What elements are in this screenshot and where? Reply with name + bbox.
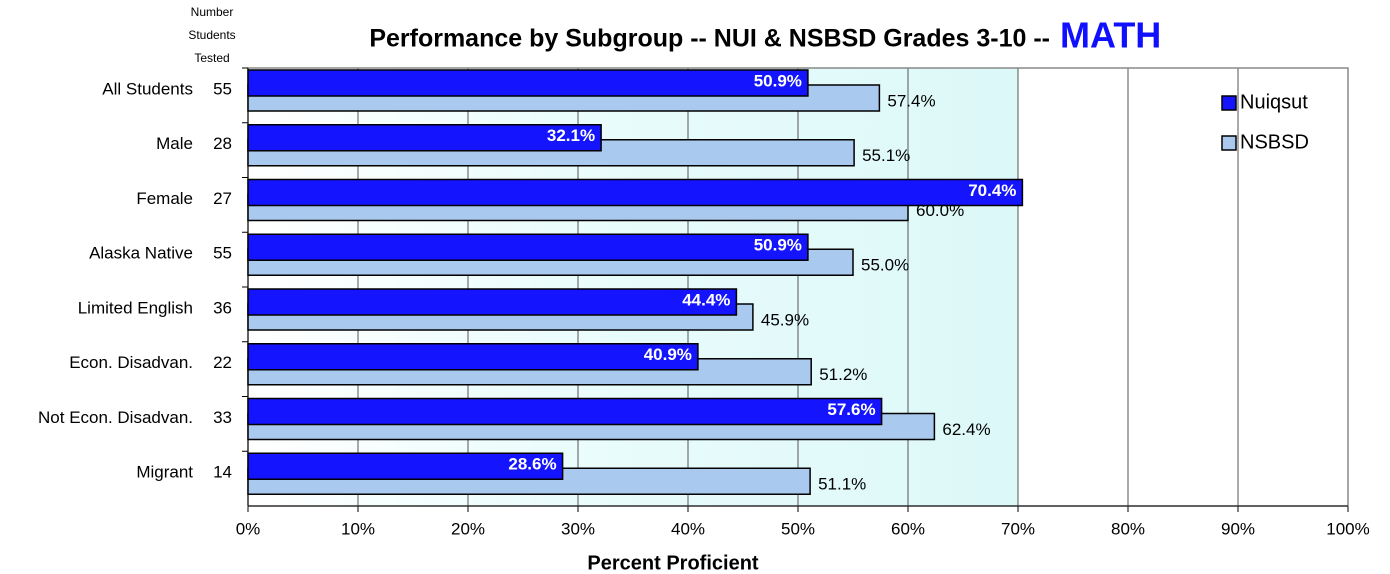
x-tick-label: 70% — [1001, 519, 1035, 538]
bar — [247, 69, 809, 97]
legend-label: Nuiqsut — [1240, 91, 1308, 113]
x-tick-label: 40% — [671, 519, 705, 538]
bar — [247, 288, 738, 316]
n-header: Number — [191, 5, 234, 19]
data-label: 51.2% — [819, 365, 867, 384]
data-label: 51.1% — [818, 475, 866, 494]
data-label: 70.4% — [968, 181, 1016, 200]
n-tested: 33 — [213, 408, 232, 427]
data-label: 55.1% — [862, 146, 910, 165]
y-tick-label: Migrant — [136, 463, 193, 482]
data-label: 28.6% — [508, 455, 556, 474]
bar — [247, 452, 564, 480]
y-tick-label: Female — [136, 189, 193, 208]
data-label: 57.4% — [887, 91, 935, 110]
n-tested: 55 — [213, 79, 232, 98]
data-label: 55.0% — [861, 256, 909, 275]
y-tick-label: Male — [156, 134, 193, 153]
bar — [247, 397, 883, 426]
x-axis-label: Percent Proficient — [587, 552, 759, 574]
data-label: 32.1% — [547, 126, 595, 145]
n-tested: 22 — [213, 353, 232, 372]
y-tick-label: Limited English — [78, 298, 193, 317]
chart-title: Performance by Subgroup -- NUI & NSBSD G… — [369, 25, 1050, 53]
x-tick-label: 10% — [341, 519, 375, 538]
bar — [247, 124, 602, 152]
y-tick-label: Econ. Disadvan. — [69, 353, 193, 372]
legend-swatch — [1221, 135, 1237, 151]
bar — [247, 178, 1024, 207]
data-label: 62.4% — [942, 420, 990, 439]
x-tick-label: 50% — [781, 519, 815, 538]
data-label: 44.4% — [682, 290, 730, 309]
data-label: 57.6% — [827, 400, 875, 419]
chart-subject: MATH — [1060, 15, 1161, 56]
x-tick-label: 100% — [1326, 519, 1369, 538]
bar — [247, 233, 809, 261]
x-tick-label: 80% — [1111, 519, 1145, 538]
bar — [247, 343, 699, 371]
legend-swatch — [1221, 95, 1237, 111]
n-tested: 27 — [213, 189, 232, 208]
data-label: 60.0% — [916, 201, 964, 220]
y-tick-label: All Students — [102, 79, 193, 98]
n-tested: 28 — [213, 134, 232, 153]
x-tick-label: 90% — [1221, 519, 1255, 538]
n-tested: 14 — [213, 463, 232, 482]
data-label: 45.9% — [761, 310, 809, 329]
x-tick-label: 30% — [561, 519, 595, 538]
data-label: 50.9% — [754, 71, 802, 90]
n-header: Students — [188, 28, 235, 42]
data-label: 50.9% — [754, 236, 802, 255]
data-label: 40.9% — [644, 345, 692, 364]
x-tick-label: 20% — [451, 519, 485, 538]
x-tick-label: 60% — [891, 519, 925, 538]
x-tick-label: 0% — [236, 519, 261, 538]
n-tested: 55 — [213, 244, 232, 263]
legend-label: NSBSD — [1240, 131, 1309, 153]
n-header: Tested — [194, 51, 229, 65]
y-tick-label: Alaska Native — [89, 244, 193, 263]
y-tick-label: Not Econ. Disadvan. — [38, 408, 193, 427]
n-tested: 36 — [213, 298, 232, 317]
